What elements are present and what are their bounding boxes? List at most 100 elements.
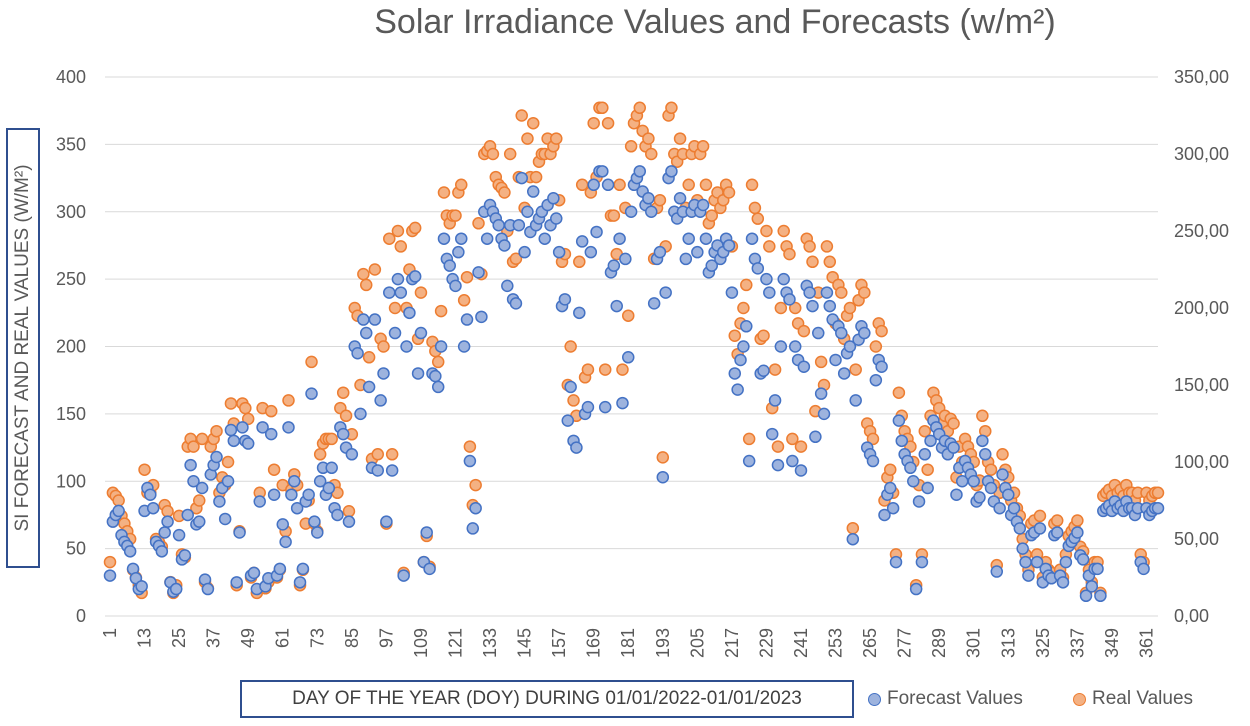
real-value-point <box>455 178 468 192</box>
forecast-value-point <box>380 515 393 528</box>
forecast-value-point <box>814 387 828 400</box>
forecast-value-point <box>771 458 785 472</box>
real-value-point <box>383 232 396 245</box>
forecast-value-point <box>377 367 390 380</box>
real-value-point <box>598 363 612 376</box>
forecast-value-point <box>420 526 433 539</box>
x-tick-label: 301 <box>964 628 984 658</box>
forecast-value-point <box>103 569 117 582</box>
real-value-point <box>740 278 753 292</box>
y-left-tick-label: 350 <box>56 134 86 154</box>
real-value-point <box>567 394 580 407</box>
forecast-value-point <box>673 192 687 205</box>
real-value-point <box>858 286 871 299</box>
real-value-point <box>892 386 906 399</box>
forecast-value-point <box>1137 562 1150 576</box>
forecast-value-point <box>492 218 505 232</box>
real-value-point <box>267 463 281 476</box>
x-tick-label: 193 <box>653 628 673 658</box>
forecast-value-point <box>437 232 451 245</box>
real-value-point <box>642 132 655 145</box>
forecast-value-point <box>907 475 920 488</box>
real-value-point <box>210 424 223 438</box>
forecast-value-point <box>653 245 667 259</box>
legend-real: Real Values <box>1073 686 1193 712</box>
forecast-value-point <box>253 495 266 508</box>
forecast-value-point <box>679 252 693 266</box>
forecast-value-point <box>498 239 511 252</box>
forecast-value-point <box>230 576 243 589</box>
real-value-point <box>503 147 517 161</box>
real-value-point <box>947 417 960 430</box>
forecast-value-point <box>757 364 770 378</box>
real-value-point <box>449 209 462 222</box>
forecast-value-point <box>645 205 658 218</box>
y-axis-left-ticks: 0 50 100 150 200 250 300 350 400 <box>56 67 86 626</box>
forecast-value-point <box>696 198 710 212</box>
forecast-value-point <box>788 340 802 353</box>
forecast-value-point <box>201 582 215 596</box>
real-value-point <box>656 451 670 464</box>
forecast-value-point <box>947 441 960 454</box>
real-value-point <box>699 178 713 192</box>
forecast-value-point <box>123 545 137 558</box>
forecast-value-point <box>751 262 765 275</box>
forecast-value-point <box>267 488 281 501</box>
forecast-value-point <box>561 414 575 427</box>
forecast-value-point <box>213 495 226 508</box>
real-value-point <box>221 455 235 469</box>
forecast-value-point <box>1085 580 1099 593</box>
forecast-value-point <box>463 454 477 468</box>
forecast-value-point <box>889 555 903 569</box>
forecast-value-point <box>878 508 891 522</box>
forecast-value-point <box>158 526 171 539</box>
x-tick-label: 241 <box>791 628 811 658</box>
x-tick-label: 73 <box>307 628 327 648</box>
real-value-point <box>777 224 790 238</box>
forecast-value-point <box>607 259 621 272</box>
chart-title: Solar Irradiance Values and Forecasts (w… <box>374 3 1056 41</box>
real-value-point <box>794 440 808 453</box>
forecast-value-point <box>1091 562 1104 576</box>
real-value-point <box>282 394 295 407</box>
real-value-point <box>371 448 385 461</box>
forecast-value-point <box>305 387 318 400</box>
real-value-point <box>385 448 399 461</box>
x-tick-label: 109 <box>411 628 431 658</box>
real-value-point <box>498 186 511 199</box>
real-value-point <box>1033 509 1047 523</box>
real-value-point <box>1050 514 1064 527</box>
y-right-tick-label: 0,00 <box>1174 606 1209 626</box>
real-value-point <box>486 147 500 161</box>
forecast-value-point <box>976 434 989 448</box>
real-value-point <box>673 132 687 145</box>
forecast-value-point <box>290 501 304 515</box>
real-value-point <box>239 401 252 415</box>
y-right-tick-label: 50,00 <box>1174 529 1219 549</box>
forecast-value-point <box>728 367 742 380</box>
forecast-value-point <box>613 232 626 245</box>
real-value-point <box>388 301 402 315</box>
forecast-value-point <box>768 394 782 407</box>
forecast-value-point <box>1050 526 1064 539</box>
forecast-value-point <box>273 562 287 576</box>
real-value-point <box>1071 514 1084 527</box>
forecast-value-point <box>875 360 888 373</box>
forecast-value-point <box>480 232 494 245</box>
real-value-point <box>869 340 883 353</box>
forecast-value-point <box>521 205 534 218</box>
x-tick-label: 13 <box>135 628 155 648</box>
forecast-value-point <box>371 464 385 477</box>
real-value-point <box>1151 486 1165 500</box>
real-value-point <box>771 440 785 453</box>
forecast-value-point <box>146 501 160 515</box>
x-tick-label: 61 <box>273 628 293 648</box>
forecast-value-point <box>423 562 436 576</box>
forecast-value-point <box>803 286 816 299</box>
y-axis-label-box <box>6 128 40 568</box>
real-value-point <box>751 212 765 225</box>
real-value-point <box>161 505 174 518</box>
forecast-value-point <box>288 475 301 488</box>
forecast-value-point <box>233 526 246 539</box>
forecast-value-point <box>996 468 1009 481</box>
